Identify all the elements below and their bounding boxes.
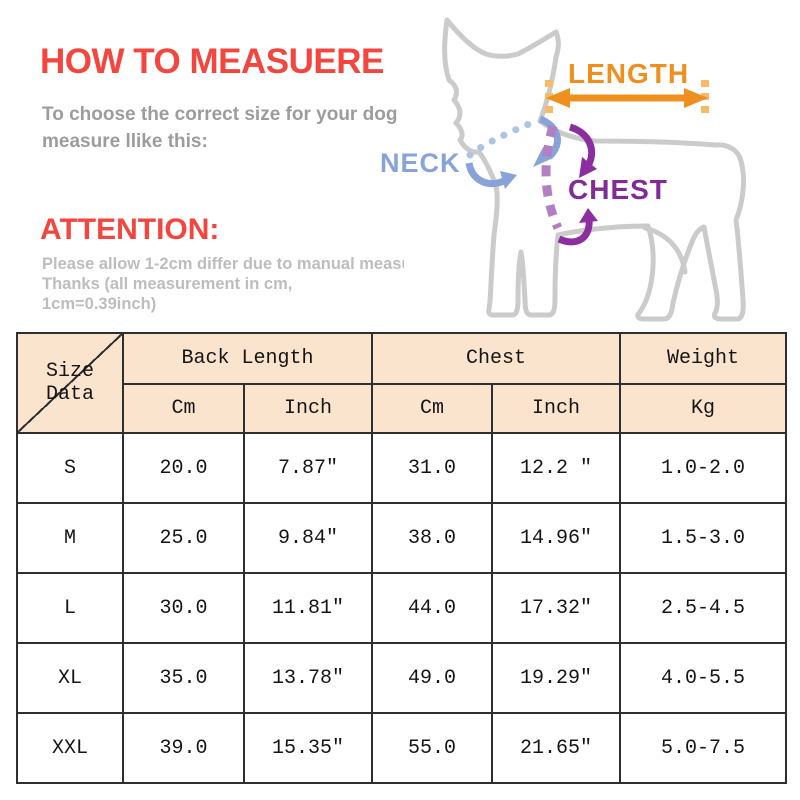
- unit-header-cm-2: Cm: [371, 383, 493, 434]
- back-length-cm-cell: 39.0: [122, 712, 245, 784]
- length-label: LENGTH: [568, 58, 690, 89]
- back-length-inch-cell: 13.78″: [243, 642, 373, 714]
- unit-header-inch-2: Inch: [490, 383, 622, 434]
- chest-label: CHEST: [568, 174, 668, 205]
- table-row: XL 35.0 13.78″ 49.0 19.29″ 4.0-5.5: [16, 642, 788, 714]
- table-row: S 20.0 7.87″ 31.0 12.2 ″ 1.0-2.0: [16, 432, 788, 504]
- chest-inch-cell: 21.65″: [490, 712, 622, 784]
- chest-cm-cell: 44.0: [371, 572, 493, 644]
- weight-kg-cell: 2.5-4.5: [619, 572, 788, 644]
- back-length-inch-cell: 9.84″: [243, 502, 373, 574]
- table-group-header-row: Size Data Back Length Chest Weight: [16, 332, 788, 434]
- table-row: M 25.0 9.84″ 38.0 14.96″ 1.5-3.0: [16, 502, 788, 574]
- chest-cm-cell: 38.0: [371, 502, 493, 574]
- chest-arrow-bottom: [557, 217, 593, 246]
- weight-kg-cell: 4.0-5.5: [619, 642, 788, 714]
- attention-title: ATTENTION:: [40, 213, 220, 246]
- subtitle-line-1: To choose the correct size for your dog: [42, 104, 398, 125]
- back-length-cm-cell: 35.0: [122, 642, 245, 714]
- subtitle-line-2: measure llike this:: [42, 131, 208, 152]
- chest-inch-cell: 14.96″: [490, 502, 622, 574]
- size-cell: S: [16, 432, 124, 504]
- table-row: L 30.0 11.81″ 44.0 17.32″ 2.5-4.5: [16, 572, 788, 644]
- unit-header-inch-1: Inch: [243, 383, 373, 434]
- unit-header-kg: Kg: [619, 383, 788, 434]
- size-table: Size Data Back Length Chest Weight Cm In…: [16, 332, 788, 784]
- back-length-inch-cell: 7.87″: [243, 432, 373, 504]
- table-unit-header-row: Cm Inch Cm Inch Kg: [17, 383, 788, 434]
- size-cell: M: [16, 502, 124, 574]
- dog-diagram-svg: [442, 17, 746, 322]
- back-length-cm-cell: 30.0: [122, 572, 245, 644]
- column-header-weight: Weight: [619, 332, 788, 385]
- back-length-cm-cell: 25.0: [122, 502, 245, 574]
- chest-cm-cell: 55.0: [371, 712, 493, 784]
- weight-kg-cell: 1.5-3.0: [619, 502, 788, 574]
- size-cell: L: [16, 572, 124, 644]
- chest-inch-cell: 17.32″: [490, 572, 622, 644]
- size-cell: XL: [16, 642, 124, 714]
- chest-inch-cell: 19.29″: [490, 642, 622, 714]
- chest-cm-cell: 49.0: [371, 642, 493, 714]
- back-length-inch-cell: 15.35″: [243, 712, 373, 784]
- corner-cell: Size Data: [16, 332, 124, 434]
- subtitle: To choose the correct size for your dog …: [42, 101, 397, 155]
- weight-kg-cell: 5.0-7.5: [619, 712, 788, 784]
- size-cell: XXL: [16, 712, 124, 784]
- chest-cm-cell: 31.0: [371, 432, 493, 504]
- neck-measure-lines: [465, 115, 561, 189]
- weight-kg-cell: 1.0-2.0: [619, 432, 788, 504]
- dog-measurement-diagram: LENGTH NECK CHEST: [0, 0, 800, 335]
- neck-label: NECK: [380, 148, 461, 178]
- chest-measure-lines: [541, 123, 598, 246]
- back-length-inch-cell: 11.81″: [243, 572, 373, 644]
- column-header-back-length: Back Length: [122, 332, 373, 385]
- neck-arrow: [538, 115, 561, 160]
- attention-line-2: Thanks (all measurement in cm, 1cm=0.39i…: [42, 275, 293, 313]
- table-row: XXL 39.0 15.35″ 55.0 21.65″ 5.0-7.5: [16, 712, 788, 784]
- attention-body: Please allow 1-2cm differ due to manual …: [42, 254, 404, 314]
- unit-header-cm-1: Cm: [122, 383, 245, 434]
- corner-label: Size Data: [45, 360, 94, 406]
- length-measure-lines: [545, 80, 709, 118]
- column-header-chest: Chest: [370, 332, 622, 385]
- chest-inch-cell: 12.2 ″: [490, 432, 622, 504]
- page-title: HOW TO MEASUERE: [40, 42, 384, 81]
- back-length-cm-cell: 20.0: [122, 432, 245, 504]
- attention-line-1: Please allow 1-2cm differ due to manual …: [42, 255, 404, 273]
